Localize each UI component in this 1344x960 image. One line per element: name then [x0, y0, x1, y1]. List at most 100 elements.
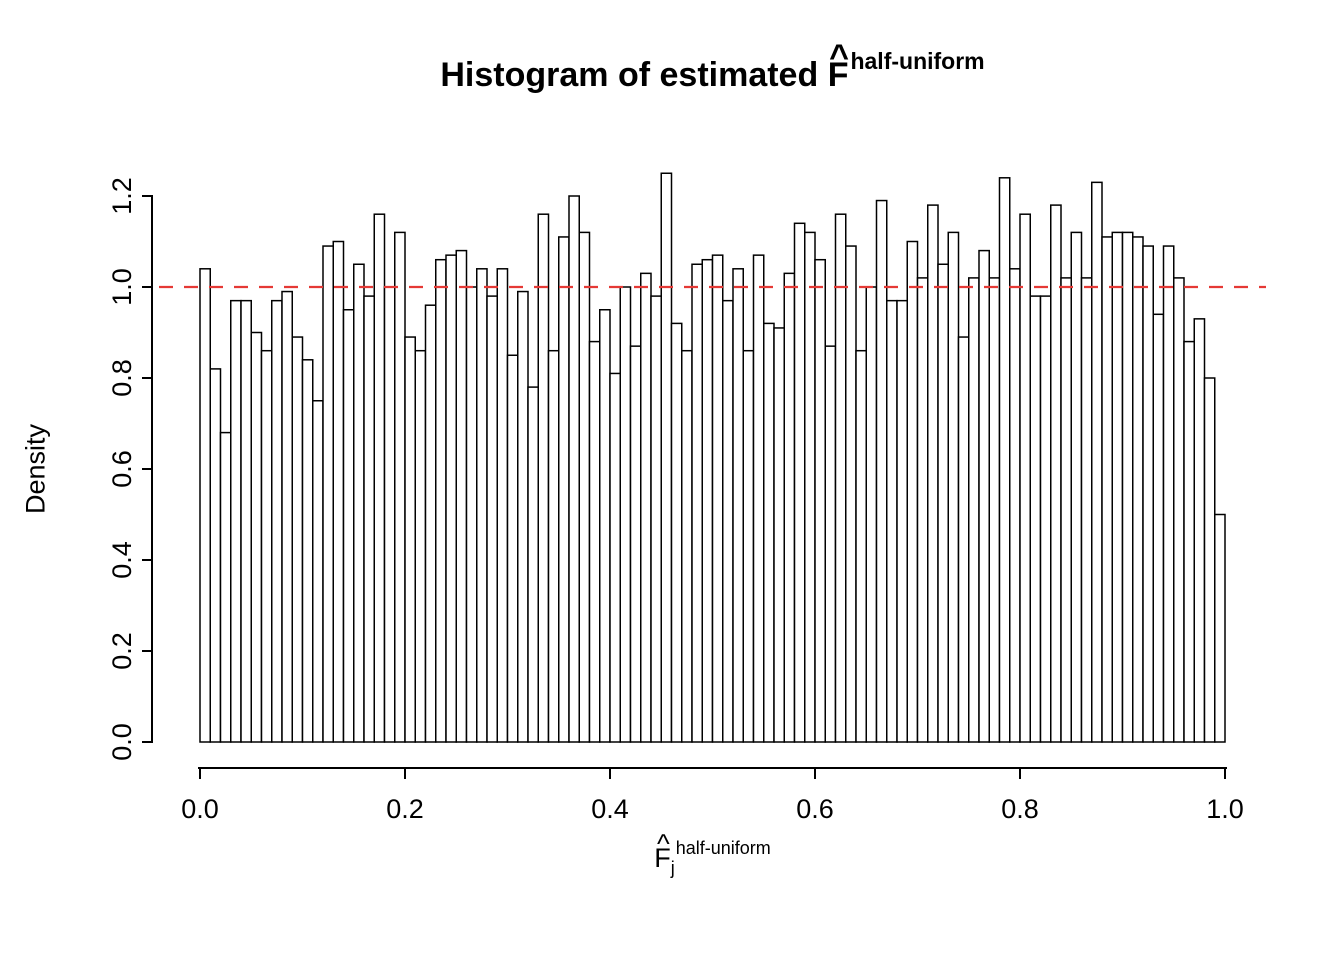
histogram-bar — [1132, 236, 1144, 743]
histogram-bar — [896, 299, 908, 743]
histogram-bar — [1111, 231, 1124, 743]
y-tick-label: 0.4 — [107, 541, 137, 579]
histogram-bar — [465, 286, 478, 743]
histogram-bar — [957, 336, 970, 743]
hat-accent: ^ — [829, 38, 850, 77]
histogram-bar — [916, 277, 929, 743]
histogram-bar — [281, 290, 293, 743]
histogram-bar — [1101, 236, 1113, 743]
histogram-bar — [1009, 268, 1021, 743]
x-tick-label: 0.2 — [386, 794, 424, 824]
histogram-bar — [609, 372, 621, 743]
histogram-bar — [845, 245, 857, 743]
histogram-bar — [978, 249, 990, 743]
histogram-bar — [199, 268, 211, 743]
histogram-bar — [886, 299, 898, 743]
histogram-bar — [496, 268, 509, 743]
histogram-bar — [230, 299, 242, 743]
chart-title: Histogram of estimated ^ Fhalf-uniform — [159, 38, 1266, 95]
y-tick-label: 1.0 — [107, 268, 137, 306]
histogram-bar — [271, 299, 283, 743]
histogram-bar — [240, 299, 252, 743]
f-hat-symbol: ^ F — [654, 829, 671, 874]
histogram-bar — [414, 349, 427, 743]
histogram-bar — [404, 336, 416, 743]
histogram-bar — [834, 213, 847, 743]
y-tick-label: 0.0 — [107, 723, 137, 761]
histogram-bar — [291, 336, 304, 743]
histogram-bar — [732, 268, 744, 743]
histogram-bar — [619, 286, 632, 743]
histogram-bar — [1029, 295, 1042, 743]
histogram-bar — [312, 400, 324, 743]
histogram-bar — [1152, 313, 1165, 743]
histogram-bar — [353, 263, 365, 743]
histogram-bar — [793, 222, 806, 743]
histogram-bar — [527, 386, 539, 743]
f-hat-symbol: ^ F — [828, 38, 849, 95]
histogram-bar — [650, 295, 662, 743]
histogram-bar — [1080, 277, 1093, 743]
histogram-bar — [394, 231, 406, 743]
x-tick-label: 0.0 — [181, 794, 219, 824]
histogram-bar — [1162, 245, 1175, 743]
histogram-bar — [865, 286, 878, 743]
histogram-bar — [537, 213, 550, 743]
histogram-bar — [681, 349, 693, 743]
histogram-bar — [763, 322, 775, 743]
histogram-bar — [629, 345, 642, 743]
x-axis-superscript: half-uniform — [675, 838, 771, 858]
histogram-bar — [342, 309, 355, 743]
histogram-bar — [445, 254, 457, 743]
histogram-bar — [506, 354, 519, 743]
histogram-bar — [1183, 340, 1195, 743]
histogram-bar — [855, 349, 867, 743]
histogram-bar — [260, 349, 273, 743]
histogram-bar — [752, 254, 765, 743]
histogram-bar — [927, 204, 939, 743]
histogram-bar — [219, 431, 232, 743]
histogram-bar — [486, 295, 498, 743]
histogram-bar — [1070, 231, 1083, 743]
histogram-bar — [1019, 213, 1031, 743]
histogram-bar — [476, 268, 488, 743]
histogram-bar — [373, 213, 386, 743]
histogram-bar — [383, 286, 396, 743]
histogram-bar — [301, 359, 314, 743]
histogram-bar — [1203, 377, 1216, 743]
histogram-bar — [558, 236, 570, 743]
histogram-bar — [691, 263, 703, 743]
histogram-bar — [937, 263, 949, 743]
histogram-bar — [568, 195, 580, 743]
histogram-bar — [578, 231, 591, 743]
histogram-bar — [875, 199, 888, 743]
y-tick-label: 0.8 — [107, 359, 137, 397]
histogram-bar — [783, 272, 796, 743]
histogram-bar — [670, 322, 683, 743]
histogram-bar — [1173, 277, 1185, 743]
x-tick-label: 0.6 — [796, 794, 834, 824]
histogram-bar — [599, 309, 611, 743]
histogram-bar — [824, 345, 837, 743]
histogram-bar — [906, 240, 919, 743]
histogram-bar — [711, 254, 724, 743]
histogram-bar — [814, 258, 826, 743]
chart-title-text: Histogram of estimated — [440, 56, 828, 94]
hat-accent: ^ — [656, 828, 670, 859]
x-axis-subscript: j — [670, 858, 675, 878]
x-tick-label: 0.4 — [591, 794, 629, 824]
histogram-bar — [1039, 295, 1052, 743]
histogram-bar — [424, 304, 437, 743]
histogram-bar — [988, 277, 1001, 743]
histogram-bar — [455, 249, 468, 743]
histogram-bar — [250, 331, 263, 743]
histogram-bar — [517, 290, 529, 743]
histogram-bar — [363, 295, 375, 743]
x-tick-label: 1.0 — [1206, 794, 1244, 824]
histogram-bar — [332, 240, 345, 743]
x-tick-label: 0.8 — [1001, 794, 1039, 824]
histogram-bar — [742, 349, 755, 743]
histogram-bar — [1121, 231, 1134, 743]
